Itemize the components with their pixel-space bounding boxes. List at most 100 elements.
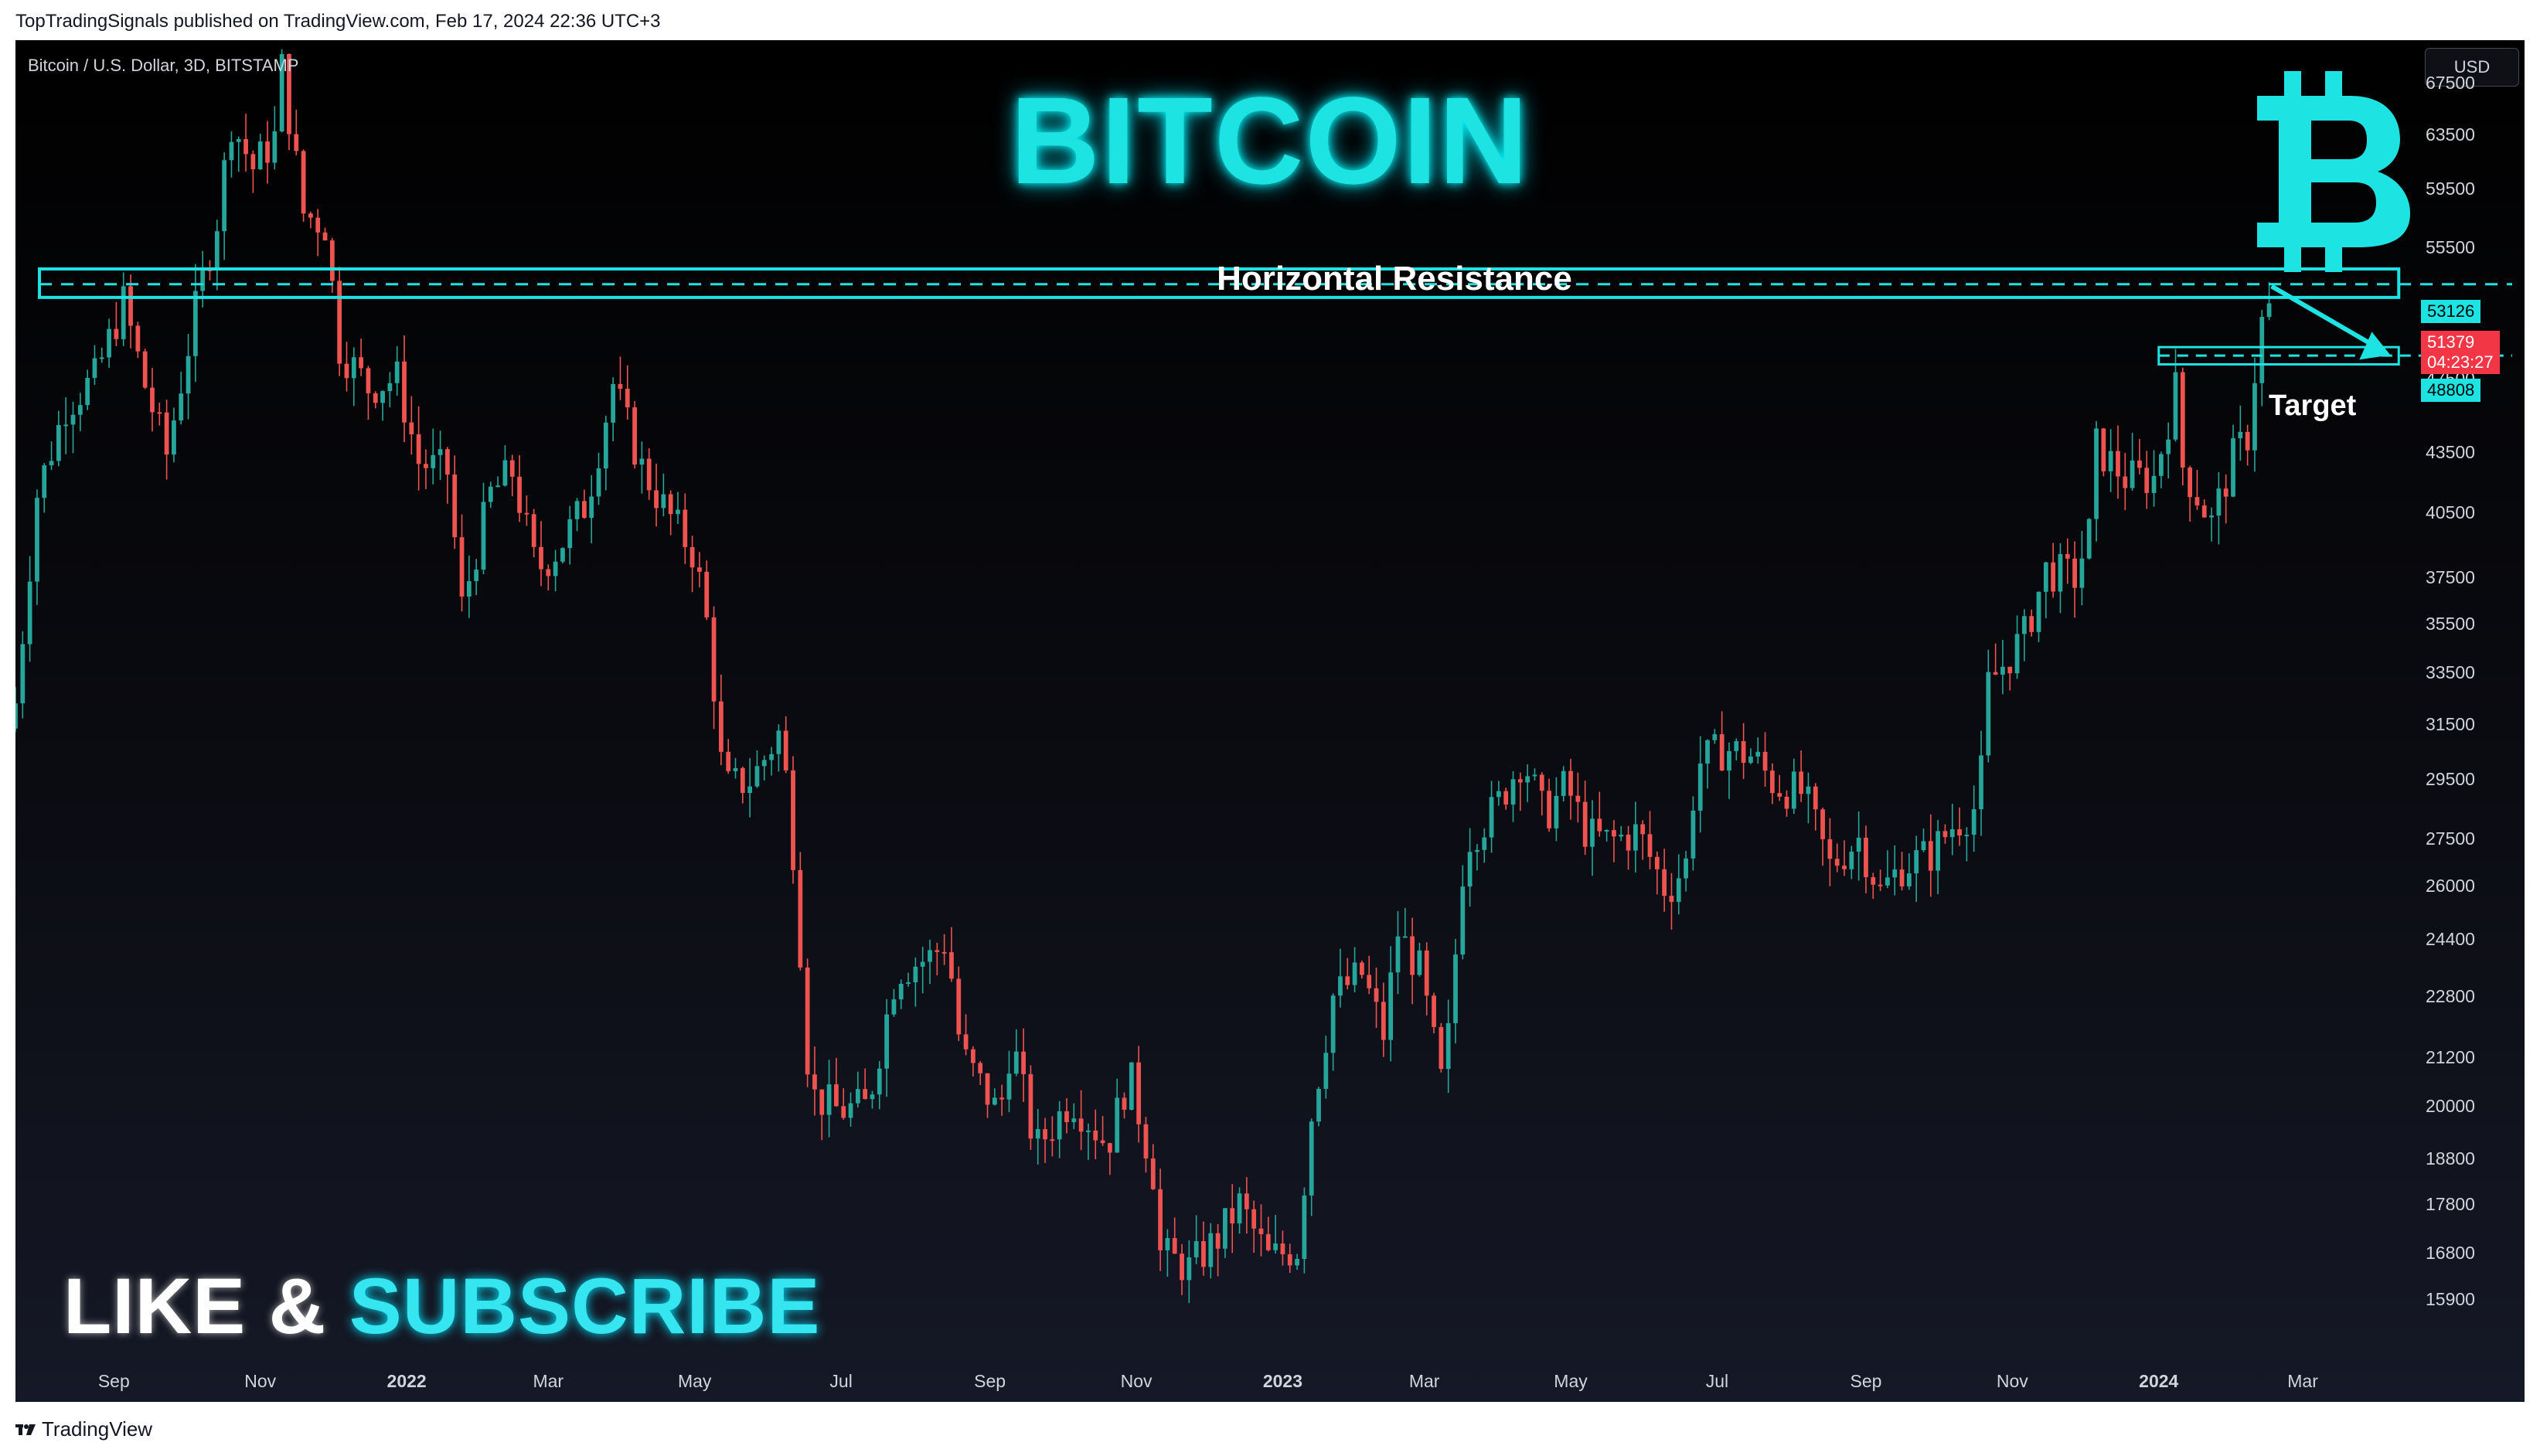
time-tick-label: Jul	[829, 1371, 853, 1391]
price-tick-label: 21200	[2426, 1047, 2475, 1068]
candle-body	[1453, 954, 1458, 1023]
candle-body	[257, 141, 263, 169]
candle-body	[1215, 1233, 1221, 1249]
candle-body	[999, 1097, 1005, 1100]
candle-body	[1093, 1130, 1098, 1141]
candle-body	[1165, 1238, 1170, 1250]
candle-body	[1122, 1097, 1127, 1110]
candle-body	[985, 1073, 990, 1105]
candle-body	[431, 454, 436, 468]
candle-body	[373, 393, 378, 403]
candle-body	[1856, 838, 1861, 852]
candle-body	[42, 465, 47, 498]
candle-body	[2021, 616, 2027, 634]
candle-body	[697, 567, 702, 572]
price-tick-label: 55500	[2426, 237, 2475, 258]
candle-body	[1172, 1238, 1177, 1254]
candle-body	[250, 154, 256, 169]
candle-body	[1050, 1139, 1055, 1141]
candle-body	[272, 131, 277, 163]
candle-body	[560, 548, 565, 562]
time-tick-label: 2023	[1262, 1371, 1303, 1391]
candle-body	[1273, 1243, 1279, 1250]
candle-body	[1064, 1111, 1069, 1123]
candle-body	[949, 952, 954, 979]
candle-body	[70, 414, 76, 425]
candle-body	[2266, 303, 2272, 318]
candle-body	[935, 950, 940, 952]
candle-body	[747, 786, 753, 794]
candle-body	[2137, 460, 2142, 468]
candle-body	[898, 984, 904, 1000]
candle-body	[1914, 850, 1919, 874]
candle-body	[1942, 831, 1948, 838]
candle-body	[1496, 791, 1501, 798]
candle-body	[1287, 1254, 1292, 1266]
candle-body	[135, 325, 141, 352]
candle-body	[1467, 852, 1473, 887]
candle-body	[2094, 428, 2099, 519]
candle-body	[754, 766, 760, 787]
candle-body	[1280, 1243, 1285, 1255]
like-subscribe-banner: LIKE & SUBSCRIBE	[63, 1261, 820, 1352]
candle-body	[1244, 1193, 1249, 1209]
candle-body	[214, 231, 220, 270]
target-arrow-head	[2359, 332, 2391, 360]
candle-body	[884, 1014, 890, 1069]
candle-body	[1633, 824, 1638, 851]
candle-body	[2194, 497, 2200, 505]
candle-body	[704, 571, 710, 617]
candle-body	[834, 1084, 839, 1107]
candle-body	[2173, 372, 2178, 440]
candle-body	[27, 581, 32, 645]
candle-body	[1547, 791, 1551, 828]
candle-body	[1180, 1254, 1184, 1281]
candle-body	[1517, 779, 1523, 783]
candle-body	[1654, 856, 1660, 869]
like-text: LIKE &	[63, 1262, 327, 1350]
candle-body	[2259, 317, 2265, 383]
candle-body	[1258, 1228, 1264, 1234]
candle-body	[121, 286, 126, 339]
candle-body	[1590, 818, 1595, 847]
candle-body	[2188, 467, 2193, 498]
candle-body	[1906, 873, 1912, 886]
time-tick-label: Sep	[974, 1371, 1006, 1391]
candle-body	[992, 1097, 997, 1105]
candle-body	[1201, 1241, 1206, 1267]
candle-body	[1013, 1051, 1019, 1074]
candle-body	[1330, 995, 1336, 1053]
price-tick-label: 43500	[2426, 442, 2475, 463]
candle-body	[2245, 431, 2250, 451]
candle-body	[625, 388, 630, 408]
candle-body	[1647, 834, 1653, 857]
candle-body	[265, 141, 270, 163]
candle-body	[1107, 1143, 1112, 1153]
time-tick-label: 2024	[2139, 1371, 2179, 1391]
candle-body	[1539, 774, 1544, 791]
time-tick-label: Nov	[244, 1371, 277, 1391]
candle-body	[1849, 851, 1854, 869]
candle-body	[1964, 835, 1970, 837]
candle-body	[359, 357, 364, 369]
candle-body	[474, 570, 479, 581]
candle-body	[2101, 428, 2106, 471]
time-tick-label: Mar	[533, 1371, 564, 1391]
candle-body	[603, 422, 608, 469]
candle-body	[920, 961, 925, 967]
price-plot[interactable]	[15, 40, 2525, 1402]
candle-body	[1684, 858, 1688, 879]
price-tick-label: 20000	[2426, 1096, 2475, 1117]
candle-body	[495, 485, 500, 488]
candle-body	[1295, 1258, 1299, 1266]
tradingview-brand[interactable]: TradingView	[15, 1417, 152, 1441]
candle-body	[1432, 995, 1436, 1027]
candle-body	[546, 569, 551, 577]
chart-panel[interactable]: Bitcoin / U.S. Dollar, 3D, BITSTAMP USD …	[15, 40, 2525, 1402]
candle-body	[2108, 451, 2113, 471]
currency-button[interactable]: USD	[2425, 48, 2519, 87]
price-tick-label: 35500	[2426, 613, 2475, 634]
candle-body	[1597, 818, 1602, 832]
candle-body	[2158, 454, 2164, 476]
tradingview-logo-icon	[15, 1424, 36, 1435]
